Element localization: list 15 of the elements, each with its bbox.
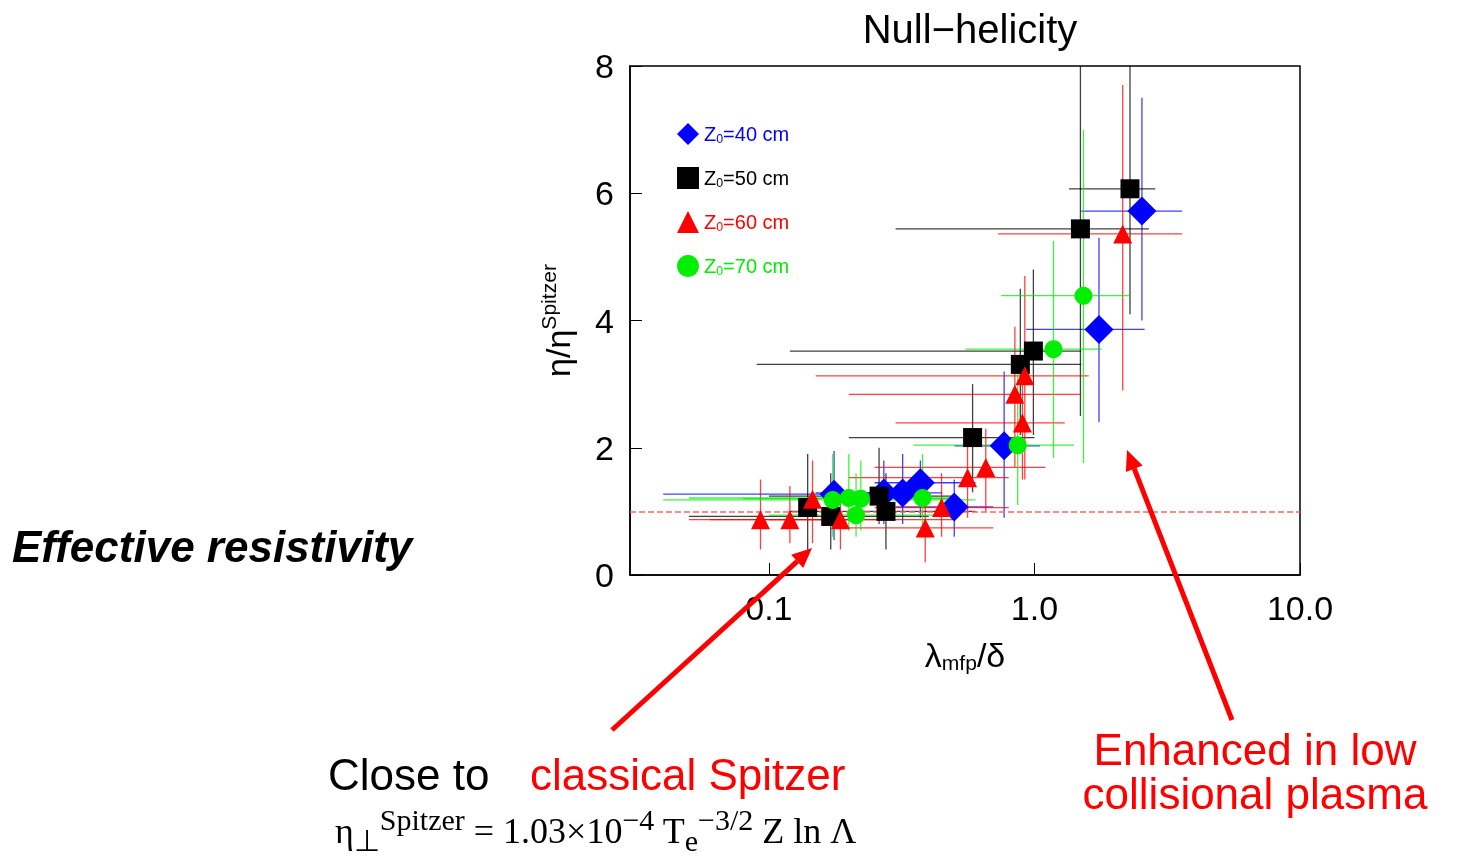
y-tick-label: 0 (595, 556, 614, 594)
text: η$_{⊥}$$^{Spitzer}$ = 1.03×10$^{−4}$ T$_{e}$$^{−3/2}$ Z ln Λ (335, 803, 857, 857)
y-tick-label: 8 (595, 47, 614, 85)
text: Close to (328, 750, 490, 800)
text: classical Spitzer (530, 750, 846, 800)
x-tick-label: 10.0 (1266, 589, 1334, 627)
y-tick-label: 6 (595, 174, 614, 213)
x-axis-title: λmfp/δ (924, 636, 1006, 675)
y-tick-label: 2 (595, 428, 614, 467)
y-axis-title: η/ηSpitzer (537, 264, 578, 377)
x-tick-label: 1.0 (1010, 589, 1059, 627)
text: Enhanced in low collisional plasma (1081, 725, 1429, 818)
y-tick-label: 4 (595, 301, 614, 340)
chart-title: Null−helicity (862, 7, 1078, 51)
text: Effective resistivity (12, 522, 413, 572)
